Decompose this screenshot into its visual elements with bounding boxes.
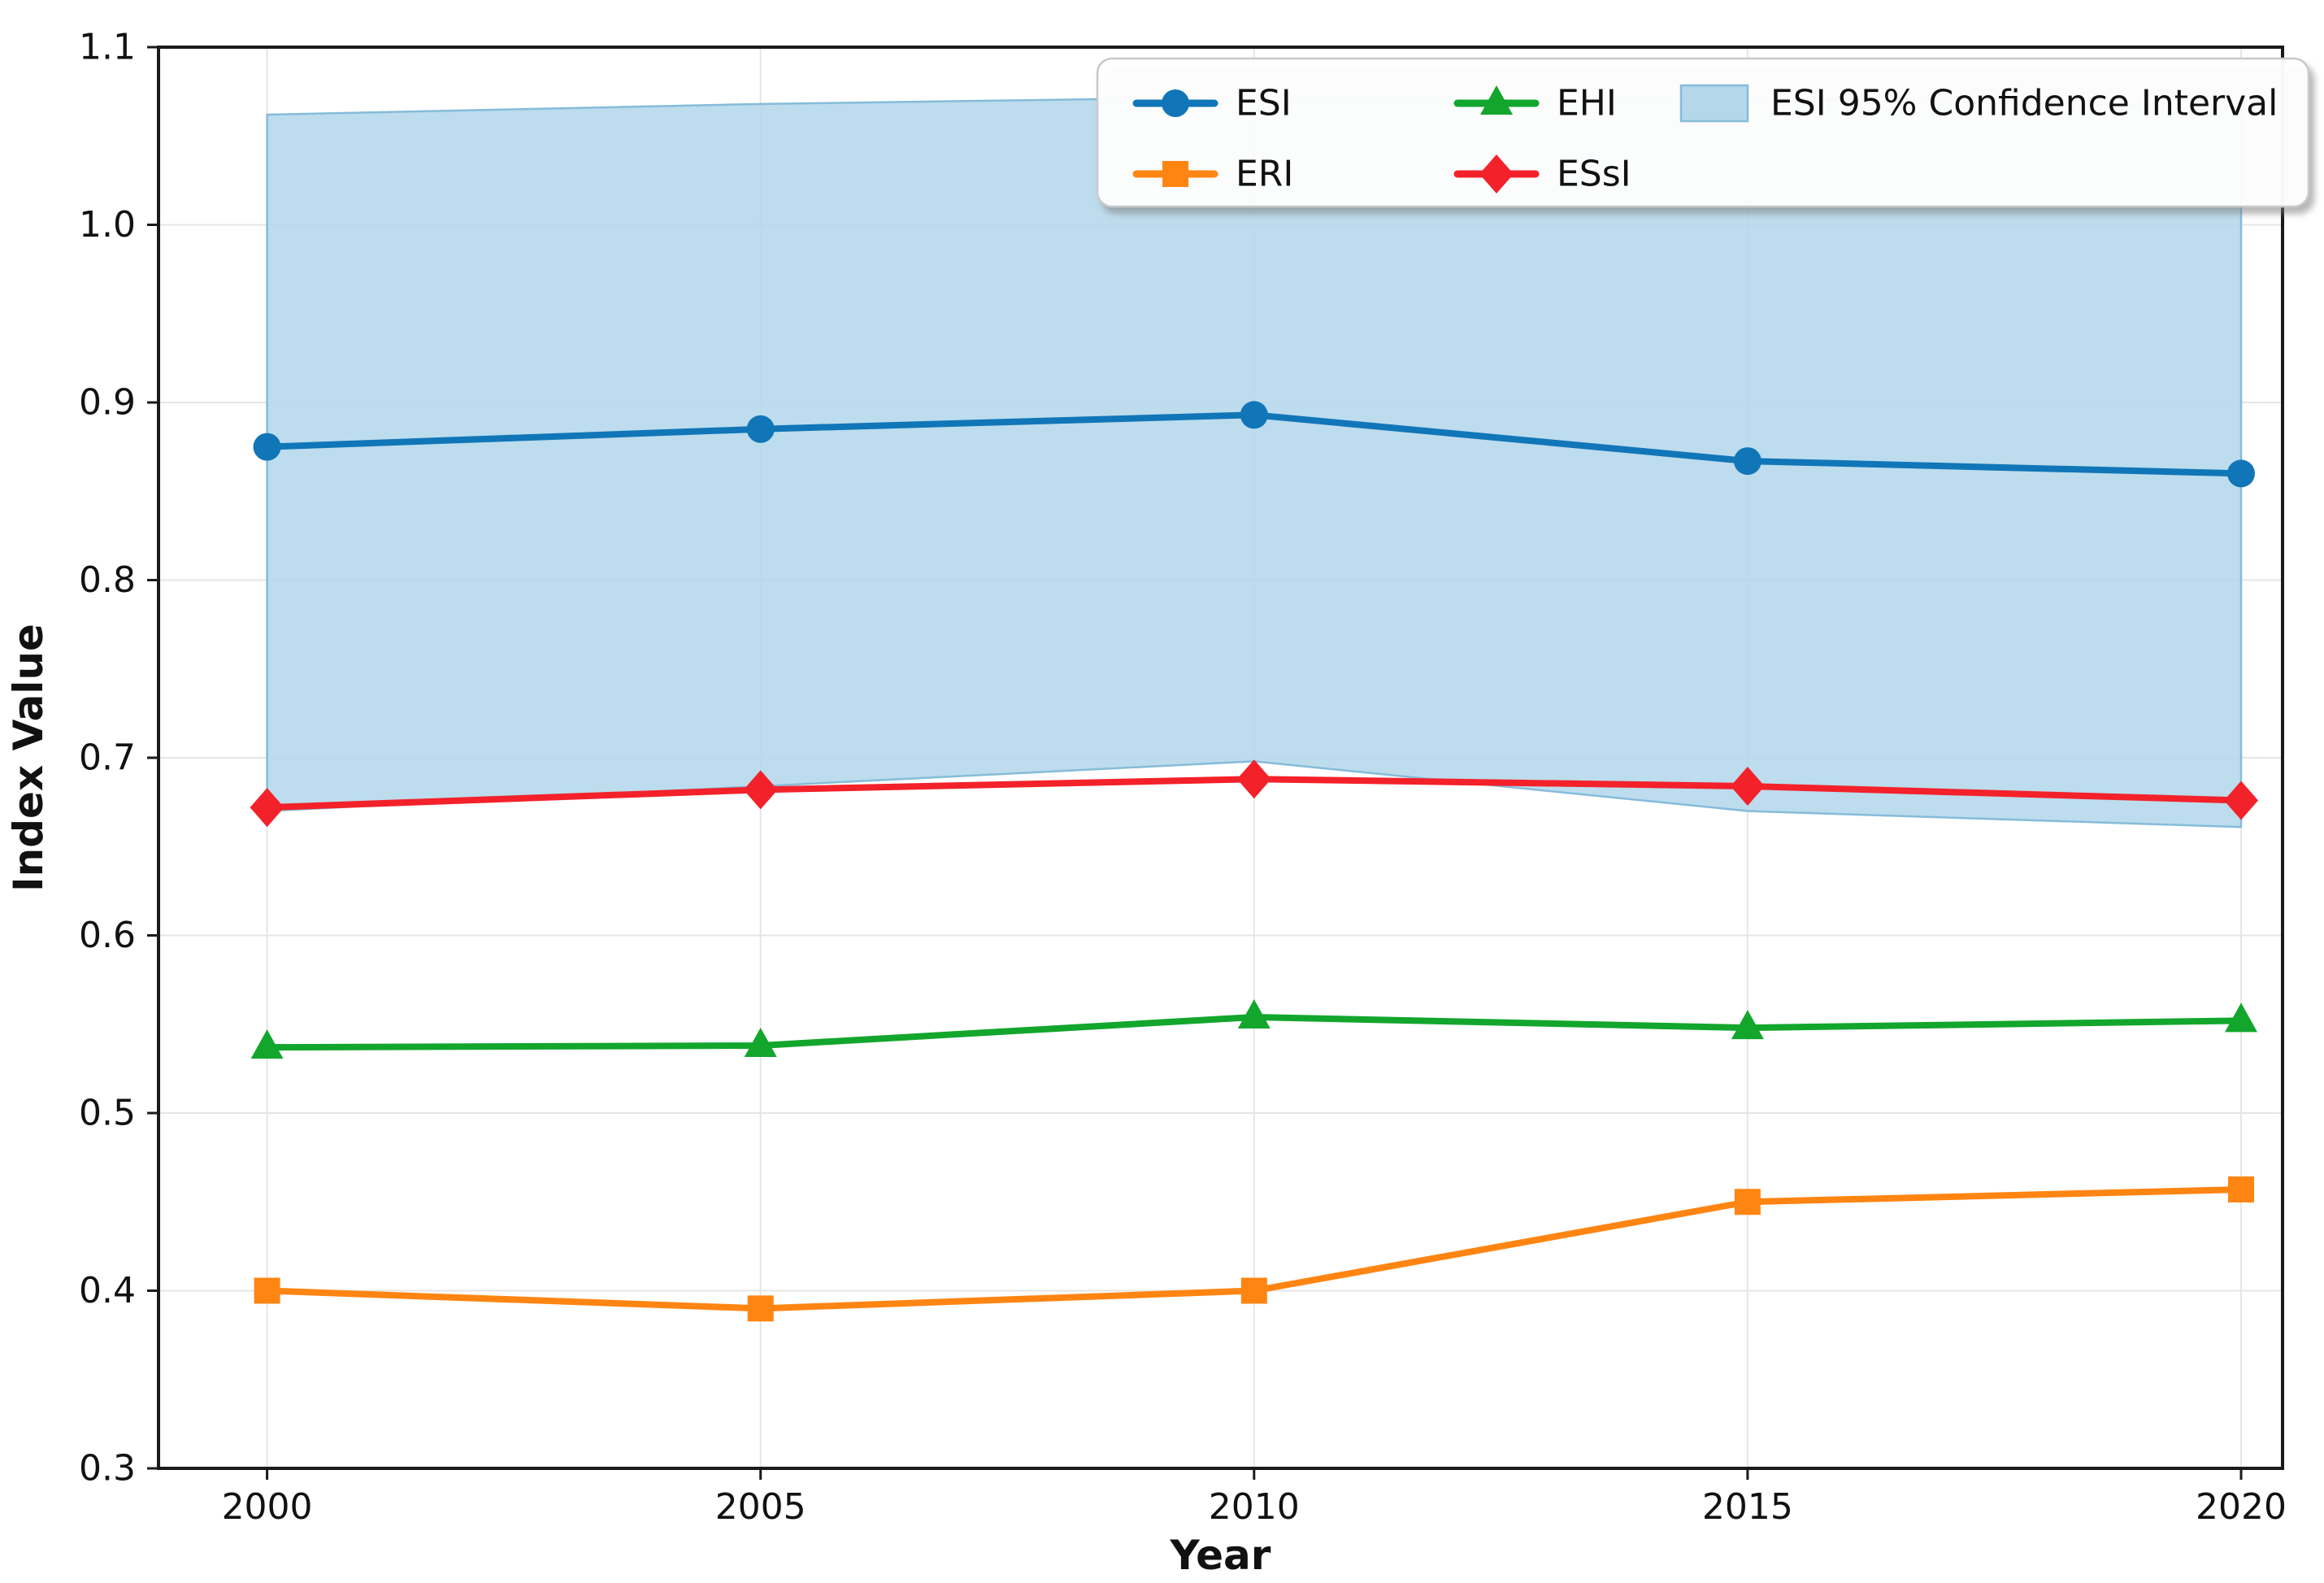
y-tick-label: 0.4 [79,1270,136,1311]
esi-series [253,401,2256,488]
tick-marks [147,46,2243,1480]
legend-item-essi: ESsI [1453,154,1631,195]
legend: ESI ERI EHI ESsI ESI 95% Confidence Interval [1096,57,2310,208]
eri-marker [1734,1189,1761,1216]
confidence-band-legend-patch [1679,84,1749,123]
ehi-marker [744,1027,777,1057]
ehi-marker [1237,999,1271,1029]
esi-marker [1240,401,1268,429]
x-tick-label: 2010 [1209,1486,1300,1528]
essi-marker [1730,766,1765,806]
essi-series [250,759,2259,828]
x-axis-title: Year [1170,1532,1271,1579]
legend-box [1096,57,2310,208]
ehi-marker [250,1029,284,1059]
eri-marker [254,1277,280,1304]
eri-series [254,1176,2255,1322]
essi-marker [250,788,285,828]
esi-legend-marker [1162,89,1189,117]
y-tick-label: 0.3 [79,1448,136,1489]
essi-marker [1236,759,1271,799]
y-tick-label: 0.9 [79,382,136,424]
ehi-marker [2225,1002,2258,1033]
eri-marker [1240,1277,1267,1304]
eri-marker [747,1295,774,1322]
legend-label-confidence-interval: ESI 95% Confidence Interval [1770,83,2278,124]
ehi-legend-marker [1480,85,1513,115]
legend-label-essi: ESsI [1557,154,1631,195]
essi-marker [2224,781,2259,820]
y-tick-label: 0.8 [79,559,136,601]
esi-marker [1733,447,1761,476]
esi-marker [253,433,281,461]
legend-item-confidence-interval: ESI 95% Confidence Interval [1679,83,2278,124]
eri-legend-marker [1162,161,1188,187]
y-axis-title: Index Value [5,624,52,892]
x-tick-label: 2015 [1702,1486,1793,1528]
legend-label-esi: ESI [1236,83,1292,124]
essi-marker [743,770,778,810]
legend-item-esi: ESI [1132,83,1292,124]
essi-legend-marker [1479,154,1514,194]
y-tick-label: 1.0 [79,204,136,246]
y-tick-label: 0.5 [79,1093,136,1134]
esi-marker [2227,459,2256,488]
x-tick-label: 2000 [222,1486,313,1528]
ehi-series [250,999,2258,1059]
legend-item-eri: ERI [1132,154,1293,195]
y-tick-label: 0.6 [79,915,136,956]
y-tick-label: 0.7 [79,737,136,779]
y-tick-label: 1.1 [79,27,136,68]
x-tick-label: 2020 [2196,1486,2287,1528]
legend-label-eri: ERI [1236,154,1293,195]
esi-marker [746,415,775,443]
legend-label-ehi: EHI [1557,83,1617,124]
x-tick-label: 2005 [715,1486,806,1528]
eri-marker [2228,1176,2255,1202]
ehi-marker [1731,1010,1764,1040]
legend-item-ehi: EHI [1453,83,1617,124]
